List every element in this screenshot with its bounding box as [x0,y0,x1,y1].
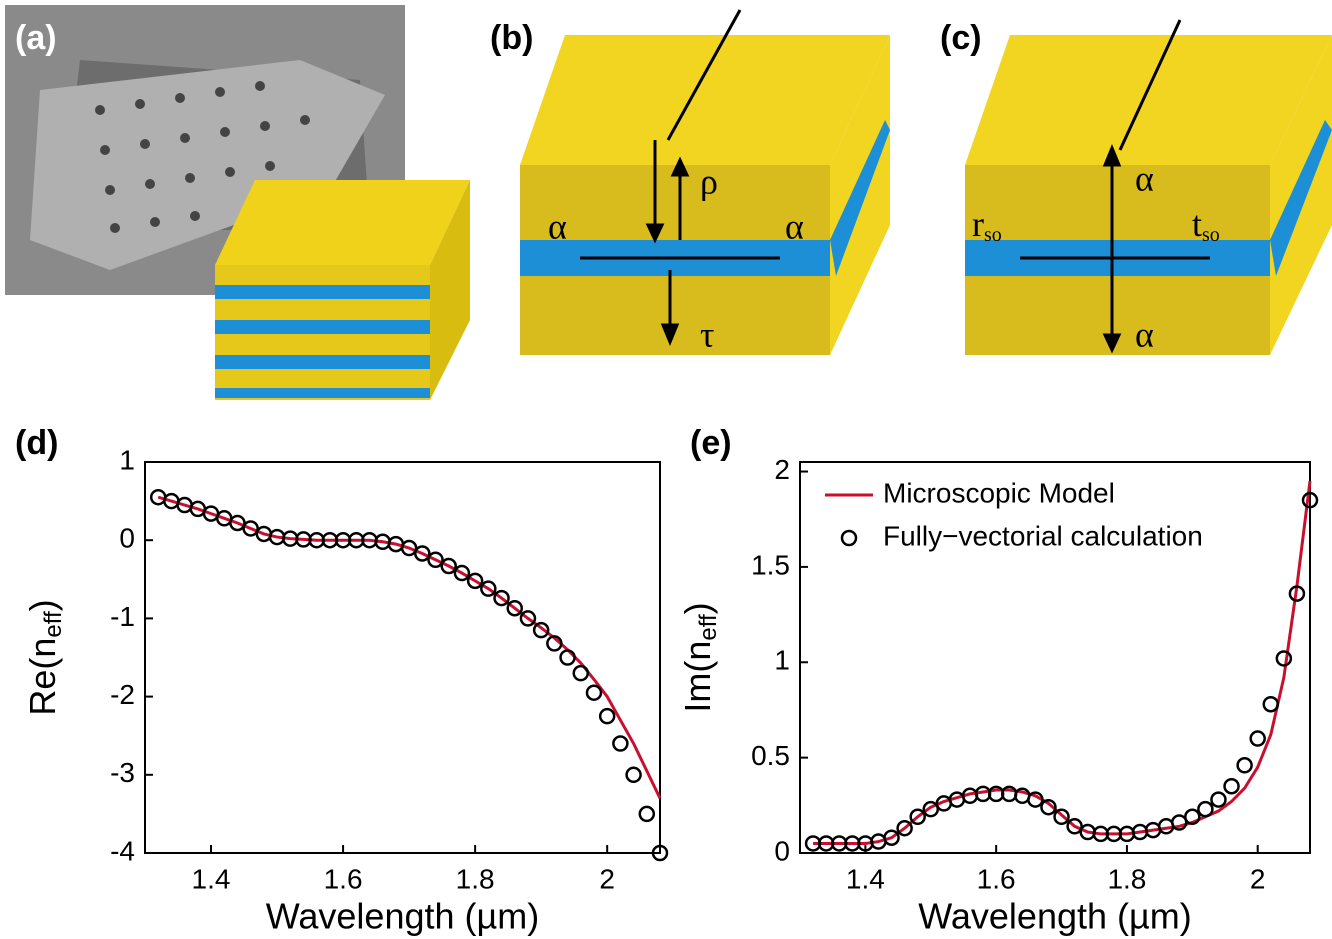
legend-label: Fully−vectorial calculation [883,520,1203,551]
y-axis-label-part: ) [22,599,63,611]
y-tick-label: -2 [110,679,135,710]
figure: ρ α α τ α rso tso α (a) (b) (c) (d) (e) … [0,0,1332,939]
y-axis-label-part: eff [40,611,67,638]
x-tick-label: 1.4 [846,863,885,894]
diagram-label: ρ [700,161,718,201]
panel-label: (d) [15,424,58,462]
diagram-label: α [1135,314,1154,354]
y-tick-label: 1.5 [751,549,790,580]
legend-label: Microscopic Model [883,477,1115,508]
y-tick-label: 0 [119,523,135,554]
label-sub: so [984,224,1002,246]
panel-label: (b) [490,19,533,57]
diagram-label: α [548,206,567,246]
x-tick-label: 2 [599,863,615,894]
diagram-c: α rso tso α [965,20,1332,355]
plot: 1.4 1.6 1.8 2 0 0.5 1 1.5 2 Wavelength (µm) Im(nef… [677,454,1317,937]
y-tick-label: 1 [119,444,135,475]
y-axis-label: Re(neff) [22,599,68,715]
x-tick-label: 1.6 [324,863,363,894]
y-tick-label: -1 [110,601,135,632]
x-tick-label: 1.4 [192,863,231,894]
x-tick-label: 1.8 [1107,863,1146,894]
layered-structure [215,180,470,400]
y-tick-label: 1 [774,645,790,676]
x-tick-label: 1.8 [456,863,495,894]
plot-frame [145,462,660,853]
diagram-label: α [1135,158,1154,198]
y-axis-label-part: Re(n [22,638,63,716]
diagram-b: ρ α α τ [520,10,890,355]
y-axis-label-part: Im(n [677,641,718,713]
x-tick-label: 2 [1250,863,1266,894]
panel-label: (c) [940,19,982,57]
y-tick-label: 2 [774,454,790,485]
label-main: t [1192,204,1202,244]
y-axis-label: Im(neff) [677,602,723,712]
diagram-label: τ [700,314,714,354]
y-axis-label-part: eff [695,614,722,641]
panel-label: (e) [690,424,732,462]
y-tick-label: 0.5 [751,740,790,771]
x-tick-label: 1.6 [977,863,1016,894]
y-tick-label: 0 [774,835,790,866]
panel-label: (a) [15,19,57,57]
label-main: r [972,204,984,244]
y-axis-label-part: ) [677,602,718,614]
y-tick-label: -4 [110,835,135,866]
y-tick-label: -3 [110,757,135,788]
x-axis-label: Wavelength (µm) [266,896,539,937]
label-sub: so [1202,224,1220,246]
x-axis-label: Wavelength (µm) [918,896,1191,937]
plot: 1.4 1.6 1.8 2 1 0 -1 -2 -3 -4 Wavelength (µm) Re(ne… [22,444,667,936]
diagram-label: α [785,206,804,246]
